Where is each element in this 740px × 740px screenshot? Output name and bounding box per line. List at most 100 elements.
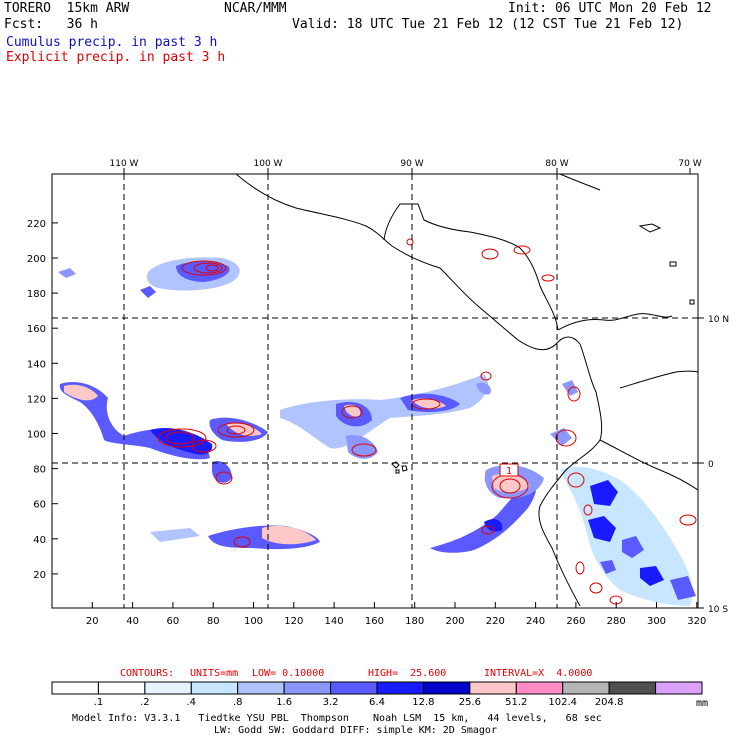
cumulus-area [550,428,572,446]
physics-info: LW: Godd SW: Goddard DIFF: simple KM: 2D… [214,725,497,736]
cumulus-area [670,576,696,600]
x-tick-label: 280 [607,616,626,627]
explicit-contour [165,431,195,445]
x-tick-label: 60 [167,616,180,627]
colorbar-units: mm [696,698,709,709]
cumulus-area [590,480,618,506]
model-title: TORERO 15km ARW [4,1,130,16]
explicit-contour [217,422,255,438]
y-tick-label: 140 [27,359,46,370]
cumulus-area [484,519,503,532]
explicit-contour [406,238,414,246]
cumulus-area [622,536,644,558]
explicit-contour [157,428,207,448]
x-tick-label: 300 [647,616,666,627]
longitude-label: 80 W [545,159,568,169]
cumulus-precip-areas [58,257,696,606]
explicit-contour [567,472,585,488]
cumulus-area [412,398,446,409]
x-tick-label: 20 [86,616,99,627]
coastlines [235,174,698,607]
x-tick-label: 160 [365,616,384,627]
galapagos-islands [391,461,408,474]
field-explicit-label: Explicit precip. in past 3 h [6,50,226,65]
explicit-contour [233,536,251,548]
y-tick-label: 60 [33,500,46,511]
x-tick-label: 120 [284,616,303,627]
explicit-contour [226,425,246,435]
caribbean-coast [557,313,673,331]
explicit-contour [481,525,495,535]
south-america-interior [599,439,698,491]
south-america-east [619,370,698,389]
south-america-west-coast [538,343,603,607]
latitude-label: 10 N [708,315,729,325]
x-tick-label: 100 [244,616,263,627]
y-tick-label: 220 [27,219,46,230]
cumulus-area [262,525,316,545]
y-tick-label: 40 [33,535,46,546]
y-tick-label: 200 [27,254,46,265]
cumulus-area [140,286,156,298]
cumulus-area [344,404,361,417]
central-america-north-coast [383,203,559,331]
explicit-contour [575,561,585,575]
cumulus-area [176,261,230,282]
central-america-coast [235,174,581,351]
cumulus-area [560,466,693,606]
y-tick-label: 80 [33,465,46,476]
longitude-label: 70 W [678,159,701,169]
axis-ticks [52,168,704,609]
contours-high: HIGH= 25.600 [368,668,447,679]
explicit-contour [205,264,219,272]
org-label: NCAR/MMM [224,1,287,16]
explicit-contour [181,260,227,276]
x-tick-label: 220 [486,616,505,627]
explicit-contour [541,274,555,282]
x-tick-label: 260 [566,616,585,627]
cumulus-area [58,268,76,278]
explicit-contour [341,405,363,419]
explicit-contour [513,245,531,255]
x-tick-label: 320 [687,616,706,627]
explicit-contour [215,471,233,485]
field-cumulus-label: Cumulus precip. in past 3 h [6,35,218,50]
explicit-contour [191,439,217,453]
cumulus-area [476,382,491,395]
axis-tick-labels: 20 40 60 80 100 120 140 160 180 200 220 240 260 280 30… [27,159,729,627]
contours-low: LOW= 0.10000 [252,668,325,679]
max-marker-label: 1 [506,466,512,477]
cumulus-area [64,384,98,401]
latlon-grid [52,174,698,608]
x-tick-label: 40 [126,616,139,627]
x-tick-label: 140 [325,616,344,627]
longitude-label: 90 W [400,159,423,169]
longitude-label: 110 W [110,159,139,169]
y-tick-label: 20 [33,570,46,581]
explicit-contour [480,371,492,381]
y-tick-label: 120 [27,394,46,405]
y-tick-label: 180 [27,289,46,300]
hispaniola-fragment [638,223,662,233]
cumulus-area [346,434,378,459]
map-frame [51,173,699,609]
cumulus-area [280,374,489,449]
explicit-contour [567,386,581,402]
explicit-contour [481,248,499,260]
y-tick-label: 160 [27,324,46,335]
explicit-contour [589,582,603,594]
lesser-antilles [669,261,695,305]
cumulus-area [562,380,578,396]
contours-label: CONTOURS: [120,668,175,679]
x-tick-label: 240 [526,616,545,627]
x-tick-label: 200 [445,616,464,627]
x-tick-label: 180 [405,616,424,627]
cumulus-area [492,473,530,493]
cumulus-area [588,516,616,542]
explicit-contour [499,478,521,494]
latitude-label: 0 [708,460,714,470]
contours-units: UNITS=mm [190,668,239,679]
explicit-contour [583,504,593,516]
y-tick-label: 100 [27,430,46,441]
